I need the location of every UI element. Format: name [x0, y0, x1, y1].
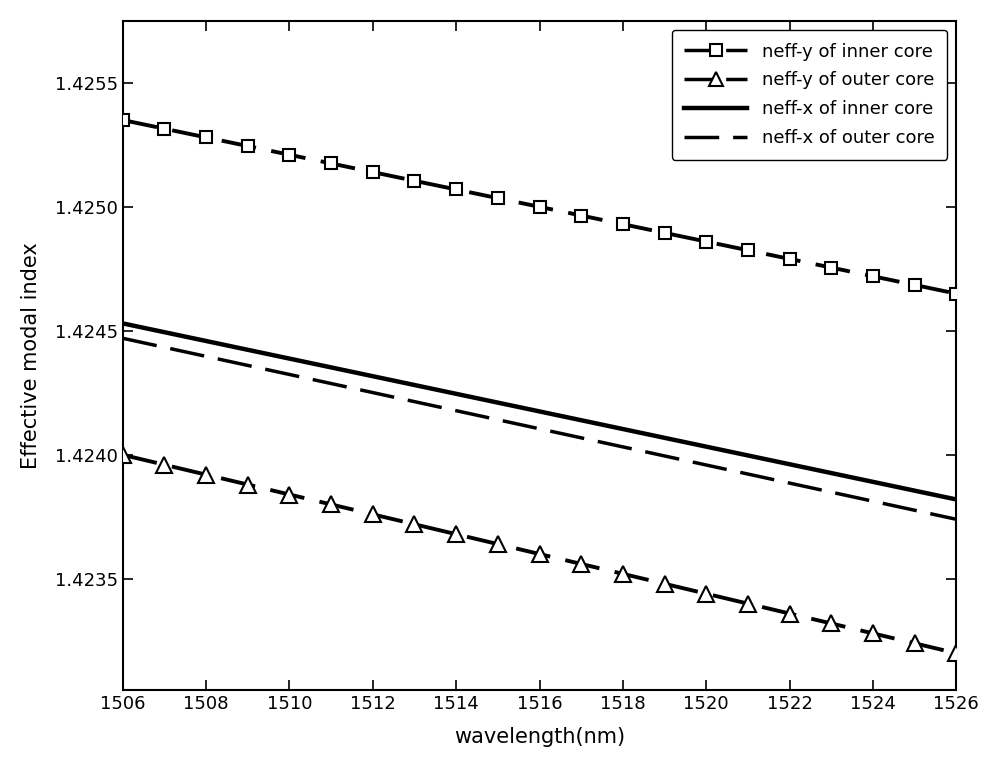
X-axis label: wavelength(nm): wavelength(nm)	[454, 727, 625, 747]
Y-axis label: Effective modal index: Effective modal index	[21, 242, 41, 469]
Legend: neff-y of inner core, neff-y of outer core, neff-x of inner core, neff-x of oute: neff-y of inner core, neff-y of outer co…	[672, 30, 947, 160]
